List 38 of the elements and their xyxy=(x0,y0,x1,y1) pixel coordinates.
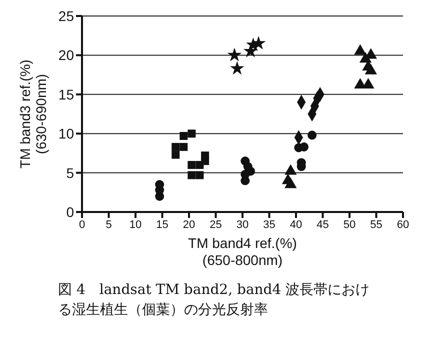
x-tick-label: 60 xyxy=(396,218,410,231)
x-tick-label: 15 xyxy=(156,218,168,231)
y-tick-label: 20 xyxy=(58,47,74,64)
x-tick-label: 40 xyxy=(290,218,302,231)
point xyxy=(180,142,188,151)
x-tick-label: 50 xyxy=(343,218,356,231)
caption: 図 4 landsat TM band2, band4 波長帯における湿生植生（個葉）の分光反射率 xyxy=(58,281,371,320)
x-tick-label: 30 xyxy=(236,218,249,231)
point xyxy=(354,44,366,55)
x-tick-label: 45 xyxy=(316,218,329,231)
y-tick-label: 5 xyxy=(66,164,74,181)
point xyxy=(308,130,317,140)
point xyxy=(300,142,309,152)
point xyxy=(201,152,210,160)
point xyxy=(180,132,188,140)
x-axis-title: TM band4 ref.(%) (650-800nm) xyxy=(188,235,297,268)
y-tick-label: 10 xyxy=(58,126,74,142)
point xyxy=(172,142,180,151)
point xyxy=(188,171,196,180)
x-tick-label: 25 xyxy=(210,218,222,231)
point xyxy=(172,150,180,159)
x-tick-label: 10 xyxy=(129,218,142,231)
x-tick-label: 55 xyxy=(370,218,382,231)
y-tick-label: 25 xyxy=(58,8,74,24)
x-tick-label: 20 xyxy=(182,218,196,231)
point xyxy=(196,171,204,180)
point xyxy=(227,48,242,62)
y-tick-label: 0 xyxy=(66,204,74,220)
y-tick-label: 15 xyxy=(58,86,74,102)
point xyxy=(251,36,266,50)
point xyxy=(188,130,196,138)
x-tick-label: 35 xyxy=(263,218,276,231)
x-tick-label: 0 xyxy=(78,218,86,231)
point xyxy=(364,64,377,74)
x-tick-label: 5 xyxy=(106,218,112,231)
y-axis-title: TM band3 ref.(%) (630-690nm) xyxy=(17,60,49,168)
point xyxy=(230,60,244,75)
point xyxy=(188,160,196,169)
